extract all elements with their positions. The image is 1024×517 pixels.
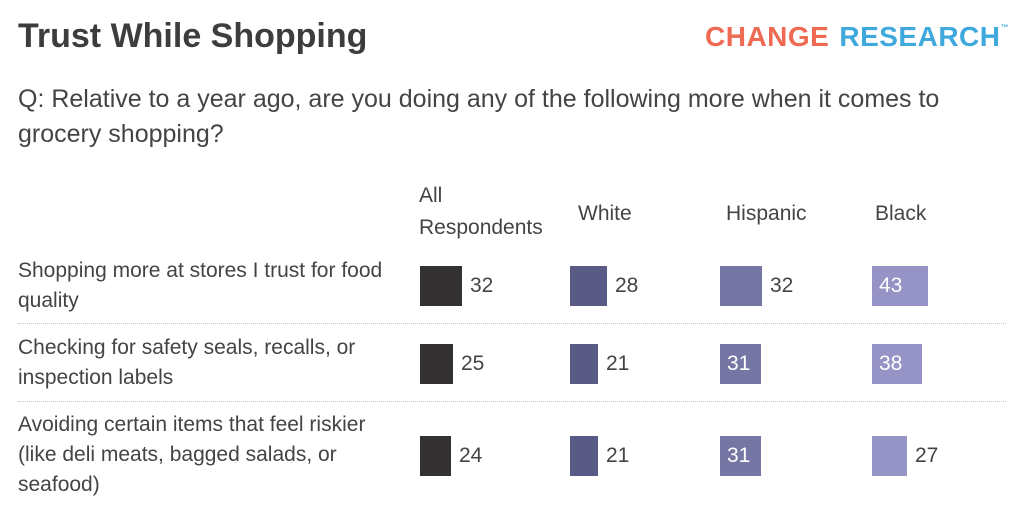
data-label: 38 xyxy=(879,352,903,375)
data-label: 43 xyxy=(879,274,903,297)
column-header-black: Black xyxy=(875,202,927,225)
column-header-white: White xyxy=(578,202,632,225)
data-label: 27 xyxy=(915,444,939,467)
column-header-all: All Respondents xyxy=(419,184,543,239)
data-label: 25 xyxy=(461,352,485,375)
bar-white xyxy=(570,344,598,384)
bar-all-respondents xyxy=(420,266,462,306)
row-label: Checking for safety seals, recalls, or i… xyxy=(18,336,356,389)
bar-all-respondents xyxy=(420,344,453,384)
logo-part1: CHANGE xyxy=(705,21,830,52)
bar-white xyxy=(570,266,607,306)
survey-question: Q: Relative to a year ago, are you doing… xyxy=(18,85,940,148)
bar-all-respondents xyxy=(420,436,451,476)
row-label: Shopping more at stores I trust for food… xyxy=(18,259,383,312)
change-research-logo: CHANGE RESEARCH™ xyxy=(705,21,1009,53)
bar-white xyxy=(570,436,598,476)
logo-part2: RESEARCH xyxy=(839,21,1001,52)
data-label: 31 xyxy=(727,444,751,467)
bar-black xyxy=(872,436,907,476)
bar-hispanic xyxy=(720,436,761,476)
data-label: 31 xyxy=(727,352,751,375)
data-label: 32 xyxy=(770,274,794,297)
row-divider xyxy=(18,323,1006,324)
page-title: Trust While Shopping xyxy=(18,17,368,55)
data-label: 28 xyxy=(615,274,639,297)
logo-tm: ™ xyxy=(1000,23,1009,32)
column-header-hispanic: Hispanic xyxy=(726,202,807,225)
data-label: 21 xyxy=(606,352,630,375)
bar-hispanic xyxy=(720,266,762,306)
bar-black xyxy=(872,344,922,384)
data-label: 24 xyxy=(459,444,483,467)
row-divider xyxy=(18,401,1006,402)
data-label: 32 xyxy=(470,274,494,297)
data-label: 21 xyxy=(606,444,630,467)
row-label: Avoiding certain items that feel riskier… xyxy=(18,413,366,496)
bar-hispanic xyxy=(720,344,761,384)
bar-black xyxy=(872,266,928,306)
